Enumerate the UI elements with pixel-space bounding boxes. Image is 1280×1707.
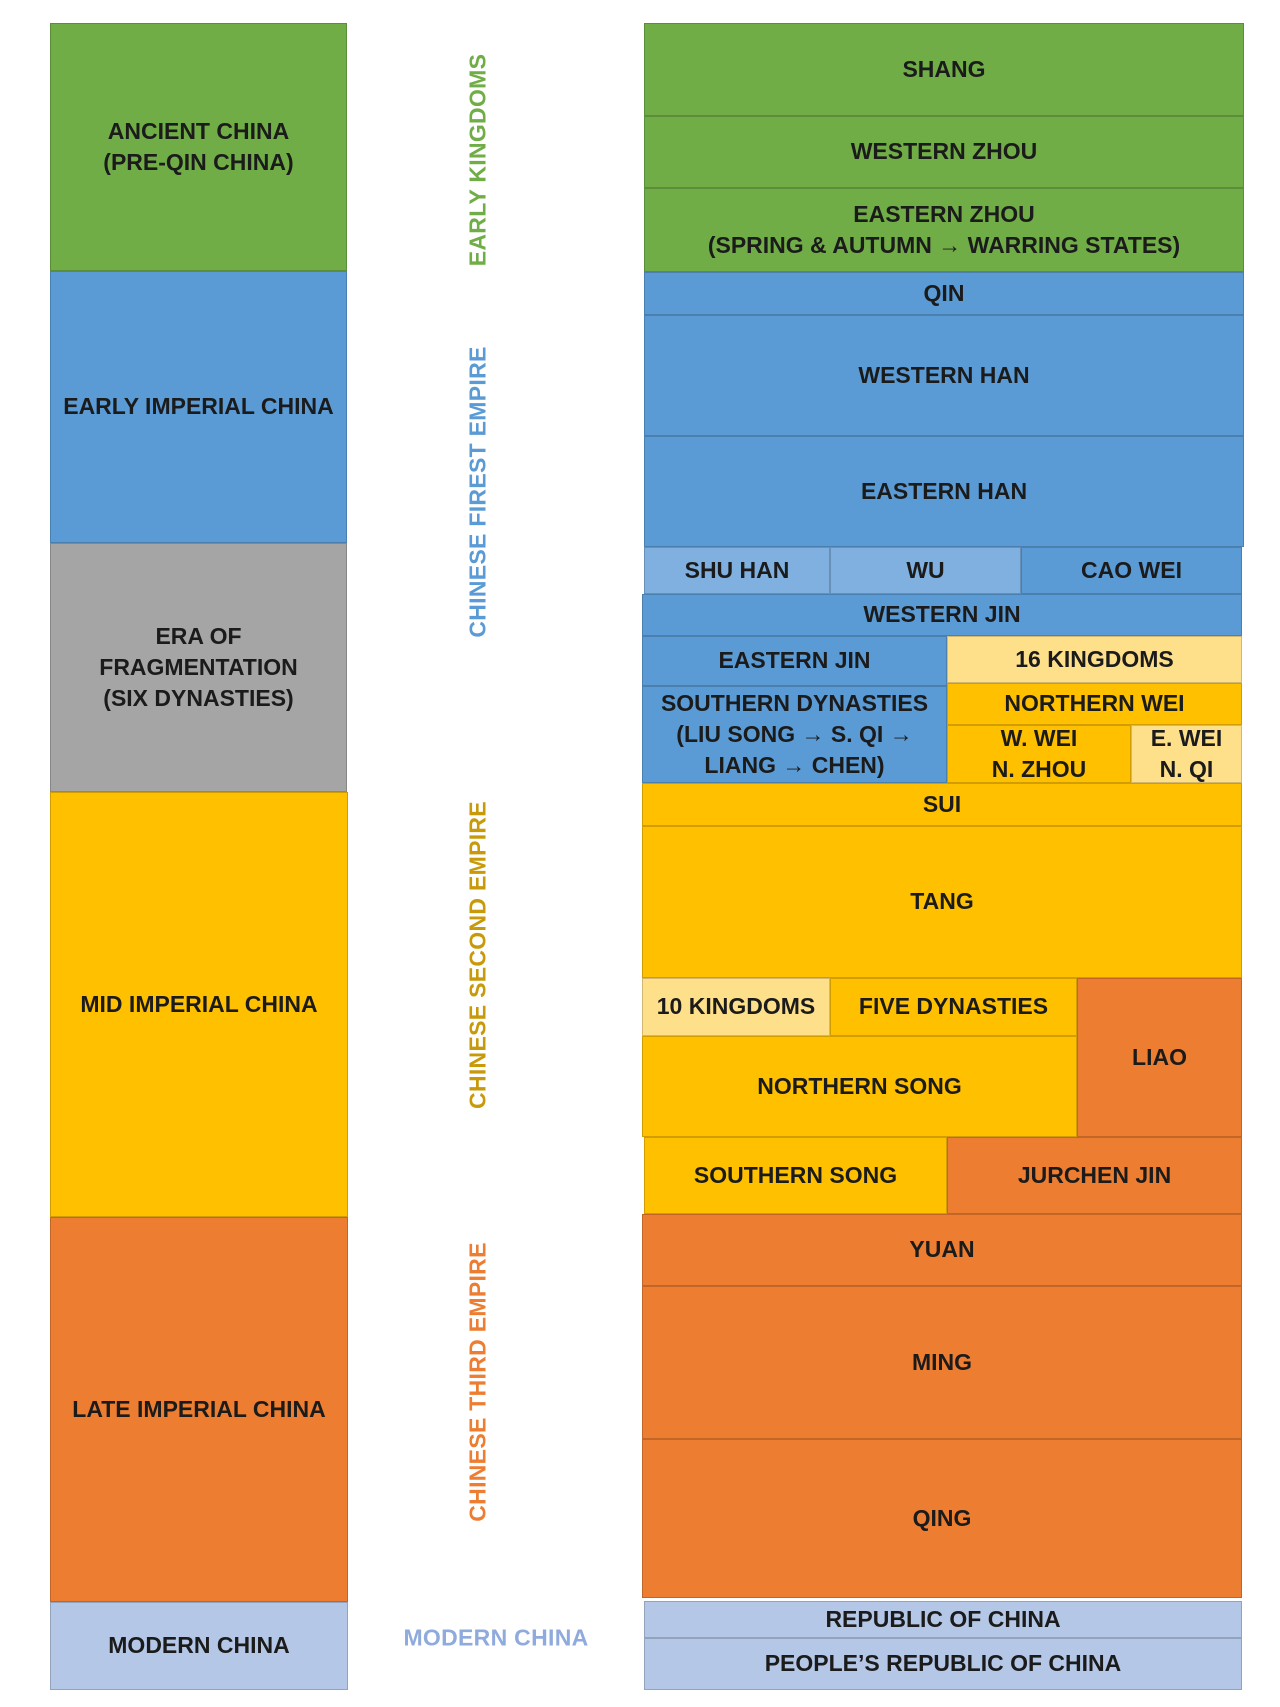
dynasty-qing: QING xyxy=(642,1439,1242,1598)
dynasty-label-line: SOUTHERN DYNASTIES xyxy=(660,689,929,716)
dynasty-w-wei-n-zhou: W. WEI N. ZHOU xyxy=(947,725,1131,783)
dynasty-label: REPUBLIC OF CHINA xyxy=(825,1605,1061,1632)
dynasty-label: NORTHERN SONG xyxy=(757,1072,962,1099)
dynasty-western-han: WESTERN HAN xyxy=(644,315,1244,436)
dynasty-label-line: EASTERN ZHOU xyxy=(853,200,1035,227)
dynasty-label: EASTERN JIN xyxy=(718,647,871,674)
dynasty-label: WESTERN ZHOU xyxy=(850,138,1038,165)
dynasty-eastern-han: EASTERN HAN xyxy=(644,436,1244,547)
dynasty-yuan: YUAN xyxy=(642,1214,1242,1286)
dynasty-label-line: N. QI xyxy=(1159,756,1214,782)
era-late-imperial-china: LATE IMPERIAL CHINA xyxy=(50,1217,348,1602)
dynasty-five-dynasties: FIVE DYNASTIES xyxy=(830,978,1077,1036)
era-modern-china: MODERN CHINA xyxy=(50,1602,348,1690)
era-label-line: (PRE-QIN CHINA) xyxy=(103,149,294,175)
dynasty-eastern-jin: EASTERN JIN xyxy=(642,636,947,686)
dynasty-wu: WU xyxy=(830,547,1021,594)
era-ancient-china: ANCIENT CHINA (PRE-QIN CHINA) xyxy=(50,23,347,271)
dynasty-ming: MING xyxy=(642,1286,1242,1439)
dynasty-label: SHANG xyxy=(902,55,986,82)
dynasty-cao-wei: CAO WEI xyxy=(1021,547,1242,594)
dynasty-label-line: W. WEI xyxy=(1000,724,1078,751)
dynasty-tang: TANG xyxy=(642,826,1242,978)
dynasty-ten-kingdoms: 10 KINGDOMS xyxy=(642,978,830,1036)
dynasty-label: JURCHEN JIN xyxy=(1017,1161,1172,1188)
dynasty-label-line: LIANG → CHEN) xyxy=(704,752,885,779)
dynasty-shu-han: SHU HAN xyxy=(644,547,830,594)
dynasty-label-line: N. ZHOU xyxy=(991,756,1087,782)
dynasty-label: WESTERN JIN xyxy=(863,601,1021,628)
dynasty-label-line: (SPRING & AUTUMN → WARRING STATES) xyxy=(707,232,1181,258)
dynasty-label: 16 KINGDOMS xyxy=(1015,645,1174,672)
dynasty-southern-dynasties: SOUTHERN DYNASTIES (LIU SONG → S. QI → L… xyxy=(642,686,947,783)
dynasty-label: 10 KINGDOMS xyxy=(656,993,816,1020)
era-label-line: ANCIENT CHINA xyxy=(107,117,290,144)
dynasty-republic-of-china: REPUBLIC OF CHINA xyxy=(644,1601,1242,1638)
empire-label-third-empire: CHINESE THIRD EMPIRE xyxy=(464,1242,491,1522)
empire-label-modern: MODERN CHINA xyxy=(403,1624,589,1651)
era-early-imperial-china: EARLY IMPERIAL CHINA xyxy=(50,271,347,543)
era-label-line: (SIX DYNASTIES) xyxy=(103,685,294,712)
dynasty-label-line: E. WEI xyxy=(1150,724,1223,751)
era-label: LATE IMPERIAL CHINA xyxy=(72,1395,326,1422)
empire-label-second-empire: CHINESE SECOND EMPIRE xyxy=(464,801,491,1109)
dynasty-sixteen-kingdoms: 16 KINGDOMS xyxy=(947,636,1242,683)
dynasty-label: PEOPLE’S REPUBLIC OF CHINA xyxy=(764,1650,1122,1677)
dynasty-southern-song: SOUTHERN SONG xyxy=(644,1137,947,1214)
dynasty-label: YUAN xyxy=(909,1236,975,1263)
dynasty-peoples-republic-of-china: PEOPLE’S REPUBLIC OF CHINA xyxy=(644,1638,1242,1690)
dynasty-label: SUI xyxy=(922,790,962,817)
dynasty-northern-song: NORTHERN SONG xyxy=(642,1036,1077,1137)
dynasty-label: EASTERN HAN xyxy=(860,477,1028,504)
dynasty-eastern-zhou: EASTERN ZHOU (SPRING & AUTUMN → WARRING … xyxy=(644,188,1244,272)
era-label: MODERN CHINA xyxy=(108,1632,290,1659)
dynasty-label: CAO WEI xyxy=(1081,556,1182,583)
dynasty-shang: SHANG xyxy=(644,23,1244,116)
era-mid-imperial-china: MID IMPERIAL CHINA xyxy=(50,792,348,1217)
dynasty-western-zhou: WESTERN ZHOU xyxy=(644,116,1244,188)
dynasty-western-jin: WESTERN JIN xyxy=(642,594,1242,636)
dynasty-qin: QIN xyxy=(644,272,1244,315)
empire-label-early-kingdoms: EARLY KINGDOMS xyxy=(464,53,491,267)
dynasty-label: SOUTHERN SONG xyxy=(693,1161,898,1188)
dynasty-e-wei-n-qi: E. WEI N. QI xyxy=(1131,725,1242,783)
empire-label-first-empire: CHINESE FIREST EMPIRE xyxy=(464,346,491,638)
dynasty-label: SHU HAN xyxy=(684,556,790,583)
dynasty-label: FIVE DYNASTIES xyxy=(858,993,1049,1020)
dynasty-jurchen-jin: JURCHEN JIN xyxy=(947,1137,1242,1214)
dynasty-label: TANG xyxy=(910,888,974,915)
dynasty-label: QING xyxy=(912,1504,972,1531)
dynasty-label-line: (LIU SONG → S. QI → xyxy=(676,720,913,747)
dynasty-liao: LIAO xyxy=(1077,978,1242,1137)
era-label: EARLY IMPERIAL CHINA xyxy=(63,393,334,420)
dynasty-label: NORTHERN WEI xyxy=(1004,690,1185,717)
dynasty-sui: SUI xyxy=(642,783,1242,826)
dynasty-label: LIAO xyxy=(1132,1043,1187,1070)
dynasty-northern-wei: NORTHERN WEI xyxy=(947,683,1242,725)
dynasty-label: WU xyxy=(906,556,945,583)
era-label-line: ERA OF xyxy=(155,622,242,649)
dynasty-label: WESTERN HAN xyxy=(858,361,1030,388)
era-label: MID IMPERIAL CHINA xyxy=(80,990,318,1017)
dynasty-label: MING xyxy=(911,1348,973,1375)
era-fragmentation: ERA OF FRAGMENTATION (SIX DYNASTIES) xyxy=(50,543,347,792)
dynasty-label: QIN xyxy=(923,279,965,306)
era-label-line: FRAGMENTATION xyxy=(99,653,298,680)
